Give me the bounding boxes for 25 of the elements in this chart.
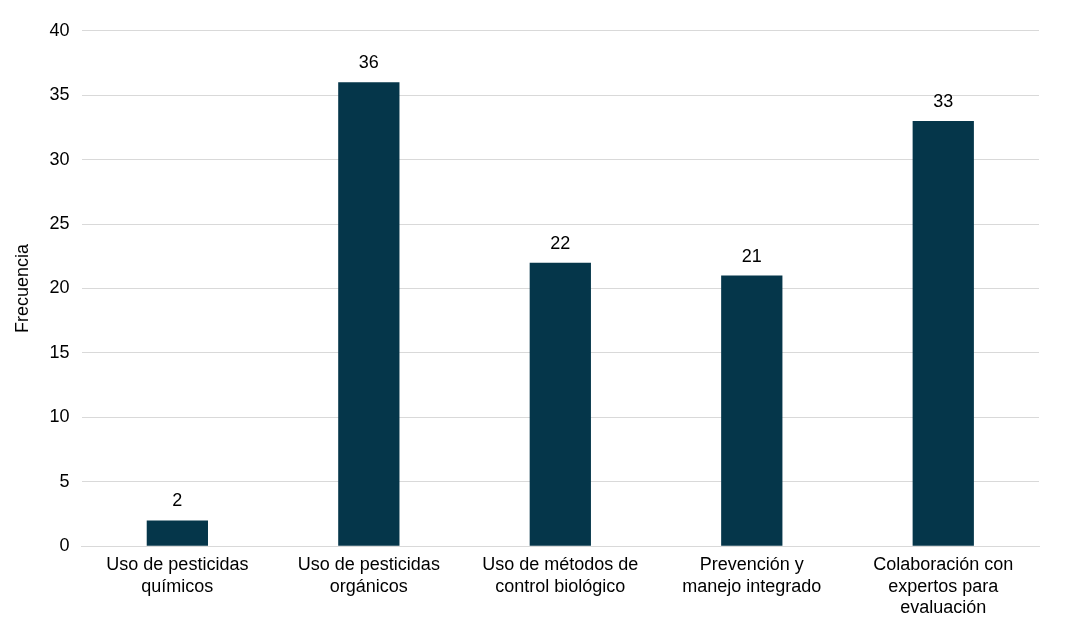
data-label: 22 — [550, 232, 571, 253]
x-tick-label: Prevención y manejo integrado — [682, 553, 822, 596]
y-tick-label: 30 — [49, 148, 70, 169]
y-tick-label: 10 — [49, 406, 70, 427]
y-tick-label: 5 — [59, 470, 70, 491]
y-tick-label: 15 — [49, 341, 70, 362]
y-tick-label: 0 — [59, 535, 70, 556]
y-tick-label: 35 — [49, 84, 70, 105]
bar — [338, 82, 400, 546]
y-axis-title: Frecuencia — [11, 242, 32, 334]
bar — [529, 262, 591, 546]
x-tick-label: Uso de pesticidas orgánicos — [297, 553, 440, 596]
data-label: 2 — [172, 490, 183, 511]
data-label: 33 — [933, 90, 954, 111]
bar — [912, 121, 974, 546]
y-tick-label: 40 — [49, 19, 70, 40]
x-tick-label: Uso de pesticidas químicos — [106, 553, 249, 596]
data-label: 21 — [741, 245, 762, 266]
data-label: 36 — [358, 52, 379, 73]
bar — [146, 520, 208, 546]
x-tick-label: Colaboración con expertos para evaluación — [873, 553, 1014, 618]
bar — [721, 275, 783, 546]
y-tick-label: 25 — [49, 213, 70, 234]
x-tick-label: Uso de métodos de control biológico — [482, 553, 639, 596]
y-tick-label: 20 — [49, 277, 70, 298]
